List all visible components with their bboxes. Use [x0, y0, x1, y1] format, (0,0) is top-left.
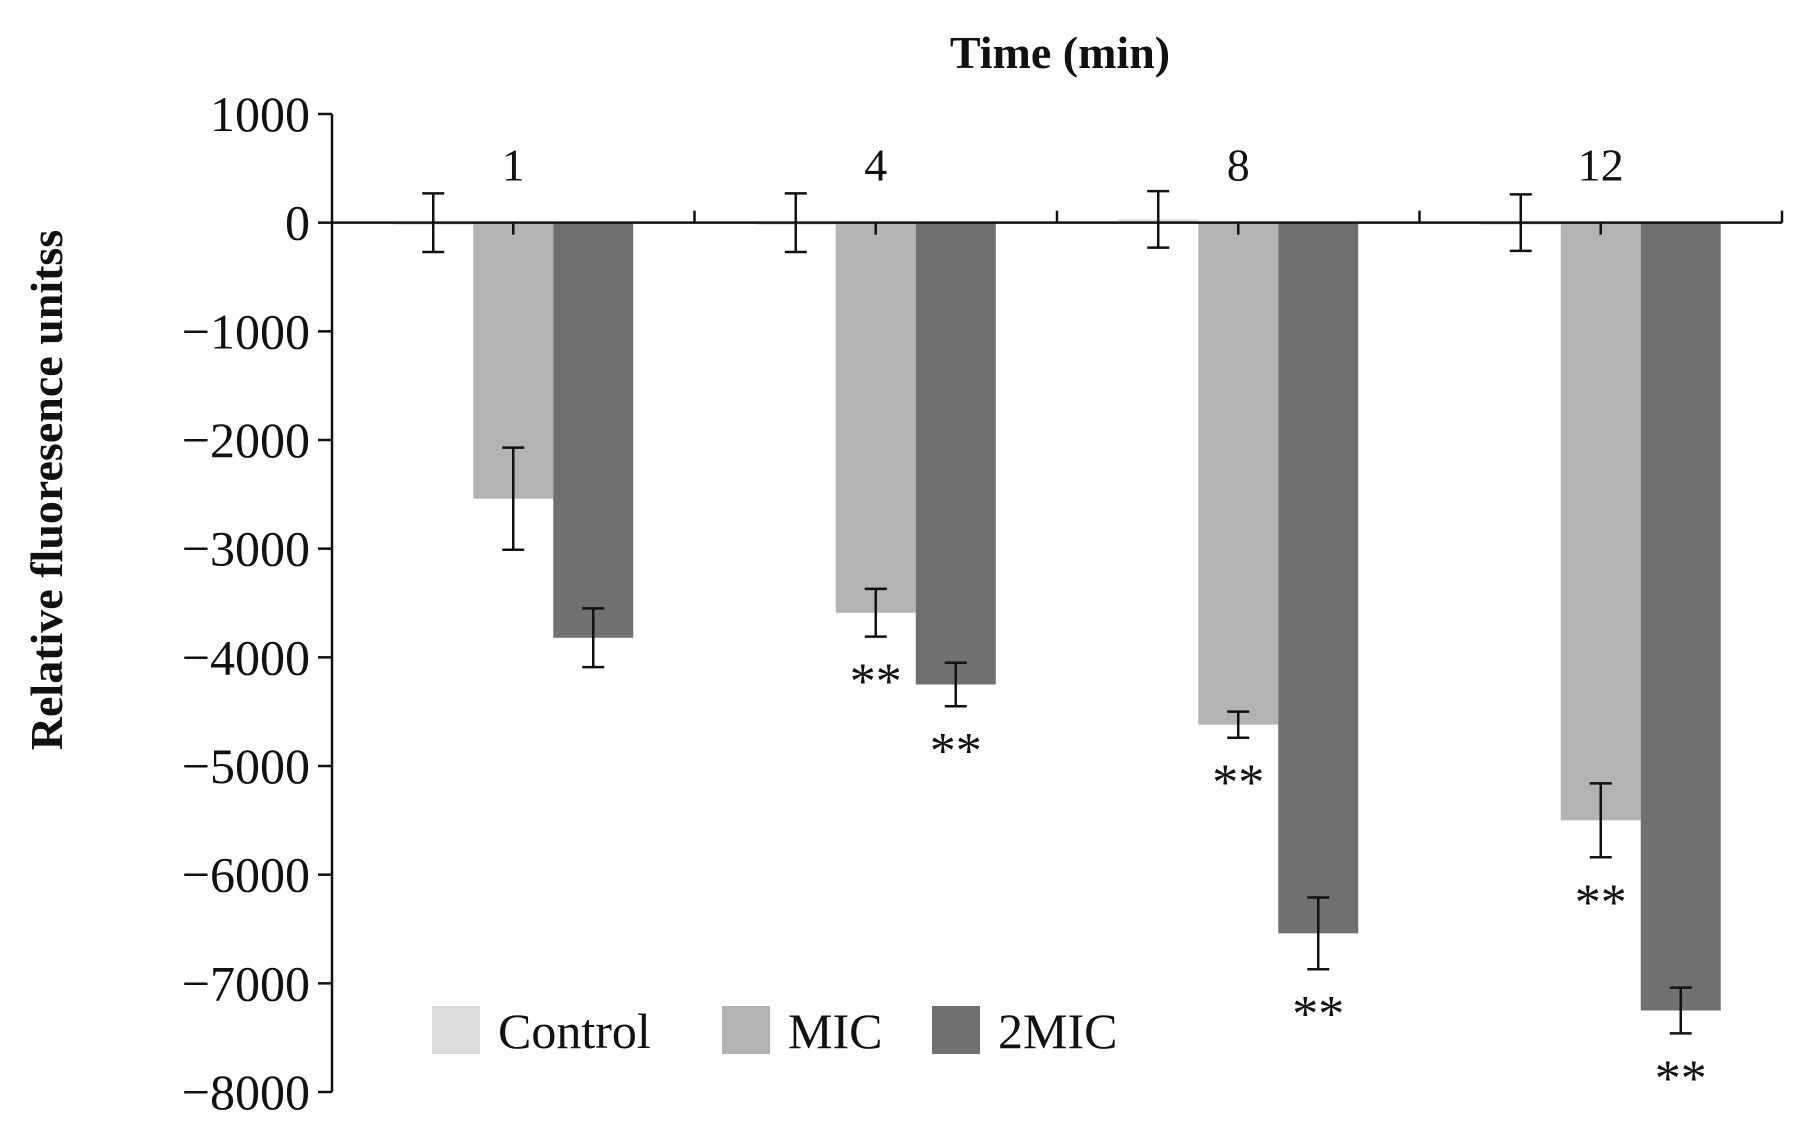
legend-item-mic[interactable]: MIC: [722, 1003, 882, 1059]
error-bar-2mic-4: [944, 661, 967, 708]
significance-2mic-12: **: [1655, 1050, 1707, 1107]
legend-swatch: [722, 1006, 770, 1054]
significance-mic-8: **: [1212, 755, 1264, 812]
legend-swatch: [432, 1006, 480, 1054]
bar-2mic-8: [1278, 222, 1359, 934]
x-axis-title: Time (min): [950, 27, 1170, 78]
y-tick-label: −3000: [182, 521, 310, 577]
y-tick-label: −1000: [182, 303, 310, 359]
legend-swatch: [932, 1006, 980, 1054]
legend-item-control[interactable]: Control: [432, 1003, 651, 1059]
error-bar-control-8: [1147, 189, 1170, 249]
bar-2mic-12: [1640, 222, 1721, 1011]
error-bar-mic-8: [1227, 710, 1250, 739]
legend-item-2mic[interactable]: 2MIC: [932, 1003, 1117, 1059]
legend[interactable]: Control MIC 2MIC: [432, 1003, 1117, 1059]
bar-mic-4: [835, 222, 916, 613]
legend-label: Control: [498, 1003, 651, 1059]
error-bar-mic-12: [1589, 782, 1612, 859]
legend-label: MIC: [788, 1003, 882, 1059]
y-tick-label: 0: [285, 195, 310, 251]
error-bar-mic-1: [502, 446, 525, 552]
labels-group: ** ** ** ** ** ** 1000 0 −1000 −2000 −3000 −4000 −50…: [182, 86, 1707, 1120]
error-bar-2mic-1: [582, 607, 605, 669]
error-bar-2mic-8: [1307, 896, 1330, 971]
y-axis-title: Relative fluoresence unitss: [21, 230, 72, 750]
significance-2mic-4: **: [930, 723, 982, 780]
x-category-label: 4: [864, 140, 887, 191]
y-tick-label: 1000: [210, 86, 310, 142]
error-bar-2mic-12: [1669, 986, 1692, 1035]
y-tick-label: −7000: [182, 955, 310, 1011]
y-tick-label: −8000: [182, 1064, 310, 1120]
significance-mic-4: **: [850, 654, 902, 711]
legend-label: 2MIC: [998, 1003, 1117, 1059]
significance-mic-12: **: [1575, 874, 1627, 931]
y-tick-label: −5000: [182, 738, 310, 794]
y-tick-label: −6000: [182, 847, 310, 903]
y-tick-label: −4000: [182, 629, 310, 685]
bar-2mic-4: [915, 222, 996, 685]
x-category-label: 12: [1578, 140, 1624, 191]
bars-group: [393, 189, 1721, 1035]
x-category-label: 1: [502, 140, 525, 191]
y-tick-label: −2000: [182, 412, 310, 468]
bar-mic-8: [1198, 222, 1279, 725]
bar-2mic-1: [553, 222, 634, 638]
axes-group: [318, 112, 1784, 1094]
x-category-label: 8: [1227, 140, 1250, 191]
bar-mic-12: [1560, 222, 1641, 821]
significance-2mic-8: **: [1292, 986, 1344, 1043]
error-bar-mic-4: [864, 587, 887, 638]
